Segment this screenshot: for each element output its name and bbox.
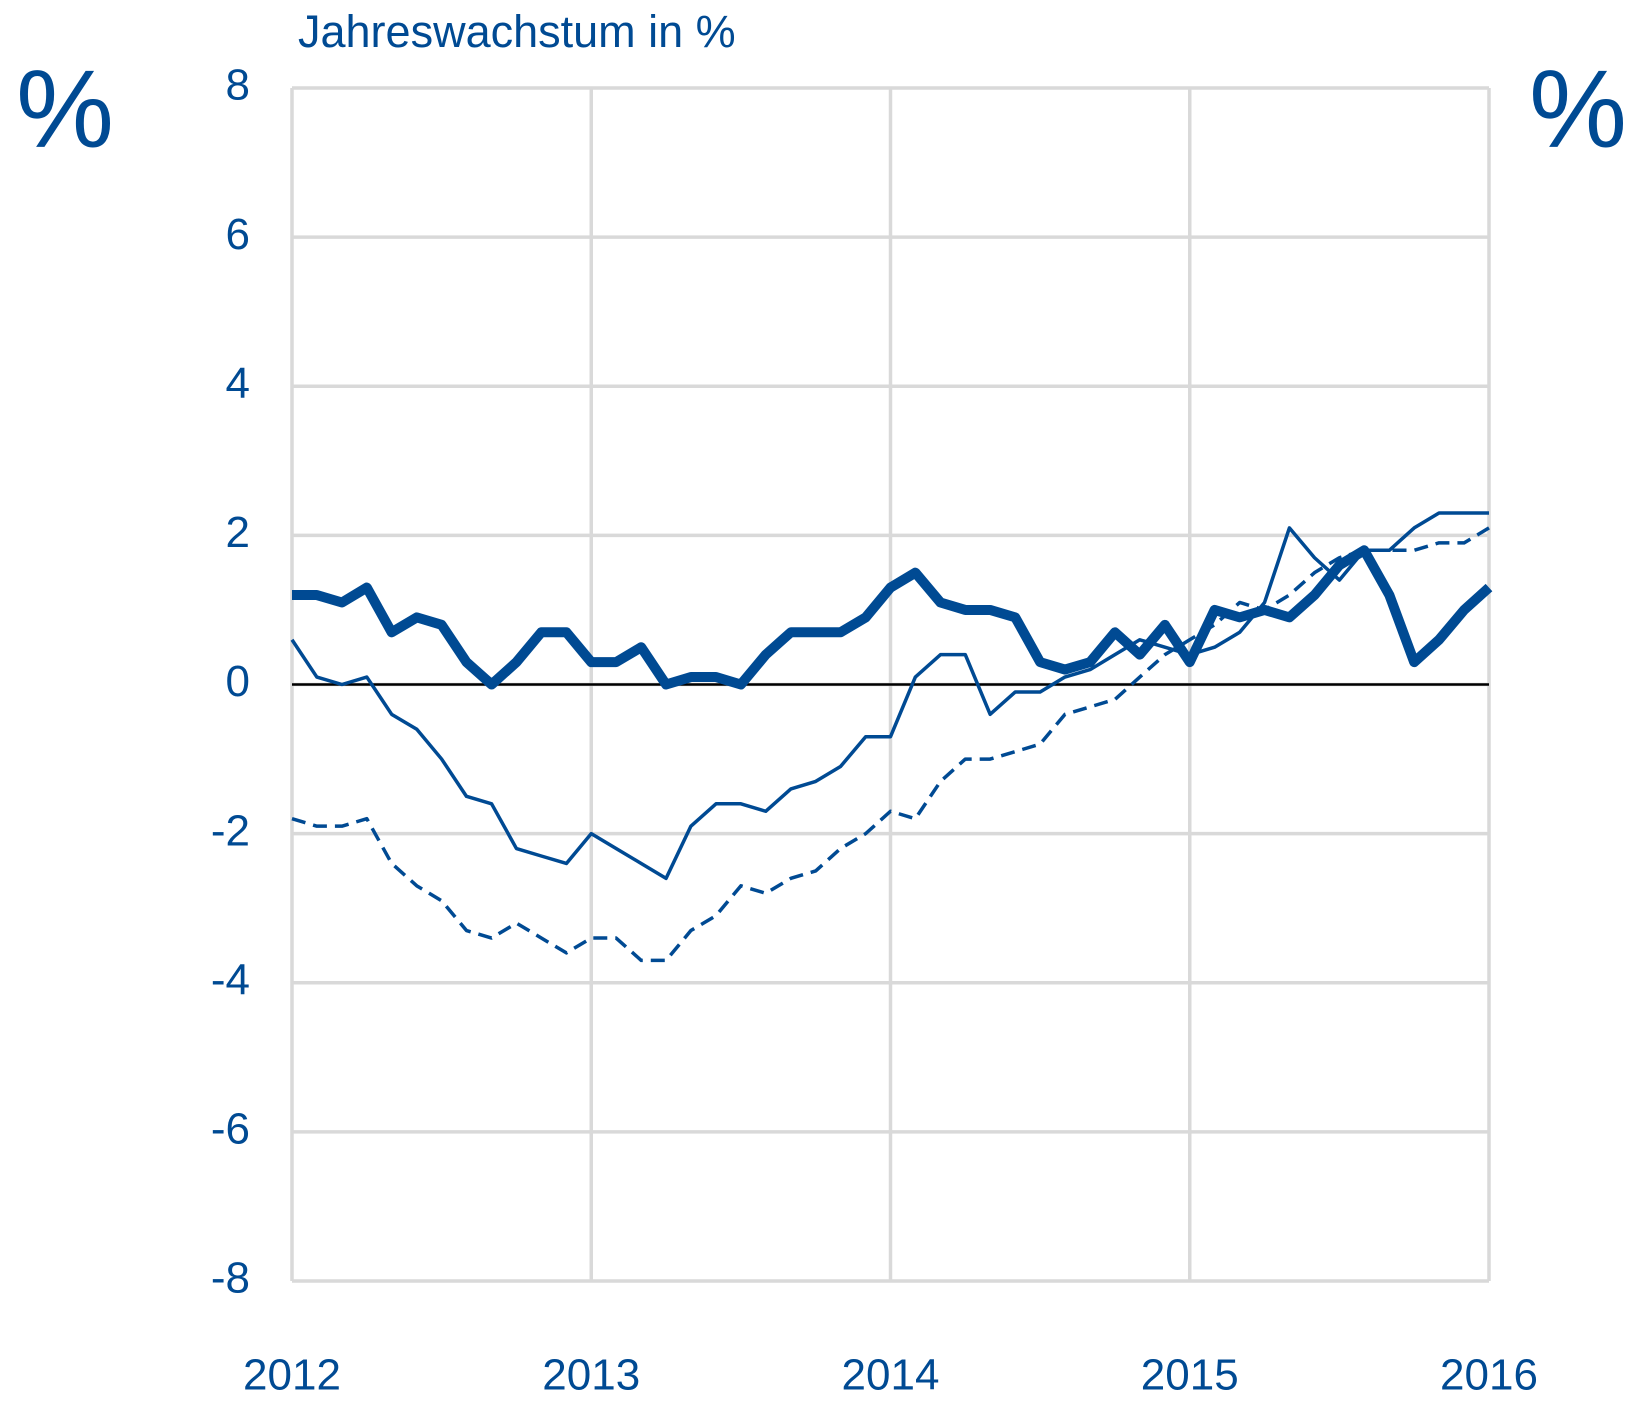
y-tick-label: -8 <box>211 1254 250 1303</box>
y-axis-label: % <box>16 48 114 171</box>
y2-axis-label: % <box>1529 48 1627 171</box>
data-line <box>292 545 1493 690</box>
chart-title: Jahreswachstum in % <box>298 6 736 57</box>
y-tick-label: -2 <box>211 806 250 855</box>
y-tick-label: 8 <box>226 61 250 110</box>
x-tick-label: 2014 <box>842 1351 940 1400</box>
data-line <box>291 526 1490 963</box>
y-tick-label: 0 <box>226 657 250 706</box>
x-tick-label: 2015 <box>1141 1351 1239 1400</box>
y-tick-label: 6 <box>226 210 250 259</box>
x-tick-label: 2012 <box>243 1351 341 1400</box>
data-line <box>290 511 1489 881</box>
y-tick-label: 2 <box>226 508 250 557</box>
x-tick-label: 2013 <box>542 1351 640 1400</box>
y-tick-label: 4 <box>226 359 250 408</box>
x-tick-label: 2016 <box>1440 1351 1538 1400</box>
y-tick-label: -6 <box>211 1105 250 1154</box>
y-tick-label: -4 <box>211 955 250 1004</box>
